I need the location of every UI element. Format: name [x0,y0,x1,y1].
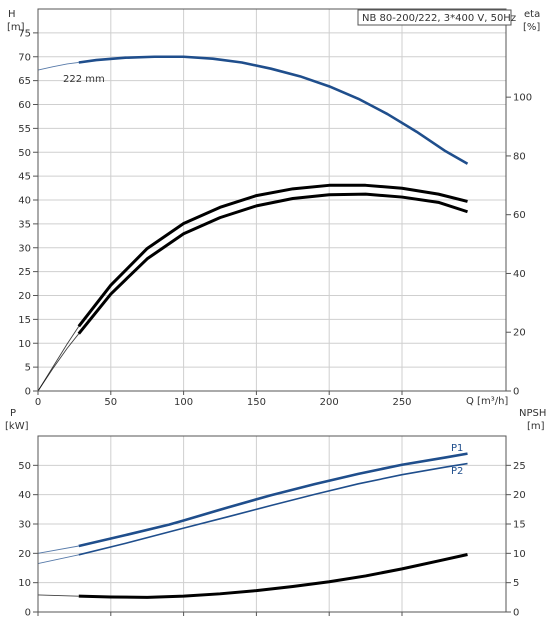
left-tick-label: 75 [18,28,31,39]
bottom-axis-ticks [33,464,511,616]
right-tick-label: 60 [513,210,526,221]
series-extrapolation-line [37,62,79,71]
bottom-series-lines [37,452,468,599]
left-tick-label: 50 [18,461,31,472]
series-extrapolation-line [37,554,79,565]
left-tick-label: 10 [18,578,31,589]
left-tick-label: 35 [18,219,31,230]
x-tick-label: 250 [392,397,411,408]
series-line [78,462,468,556]
npsh-axis-unit: [m] [527,421,545,432]
series-line [78,55,469,165]
impeller-curve-label: 222 mm [63,74,105,85]
bottom-panel: P [kW] NPSH [m] P1 P2 0 10 20 30 40 50 0 5 10 15 2… [5,408,546,619]
left-tick-label: 70 [18,52,31,63]
series-line [78,452,468,548]
right-tick-label: 25 [513,461,526,472]
p1-curve-label: P1 [451,443,463,454]
left-tick-label: 60 [18,100,31,111]
left-tick-label: 25 [18,267,31,278]
title-box [357,9,512,26]
right-tick-label: 15 [513,520,526,531]
series-extrapolation-line [37,594,79,597]
right-tick-label: 0 [513,608,519,619]
top-plot-frame [37,8,507,392]
left-tick-label: 65 [18,76,31,87]
series-extrapolation-line [37,326,80,392]
x-tick-label: 0 [35,397,41,408]
top-axis-ticks [33,32,511,395]
right-tick-label: 10 [513,549,526,560]
p-axis-label: P [10,408,16,419]
eta-axis-label: eta [524,9,540,20]
bottom-gridlines [38,436,506,612]
h-axis-label: H [8,9,16,20]
left-tick-label: 30 [18,243,31,254]
eta-axis-unit: [%] [523,22,540,33]
h-axis-unit: [m] [7,22,25,33]
bottom-tick-labels: 0 10 20 30 40 50 0 5 10 15 20 25 [18,461,525,619]
q-axis-label: Q [m³/h] [466,396,508,407]
series-line [77,192,468,335]
left-tick-label: 40 [18,490,31,501]
top-panel: NB 80-200/222, 3*400 V, 50Hz H [m] eta [… [7,8,540,408]
x-tick-label: 100 [174,397,193,408]
npsh-axis-label: NPSH [519,408,546,419]
left-tick-label: 55 [18,124,31,135]
left-tick-label: 40 [18,196,31,207]
right-tick-label: 40 [513,269,526,280]
p-axis-unit: [kW] [5,421,29,432]
right-tick-label: 20 [513,490,526,501]
right-tick-label: 0 [513,387,519,398]
left-tick-label: 30 [18,520,31,531]
left-tick-label: 10 [18,339,31,350]
left-tick-label: 0 [25,387,31,398]
x-tick-label: 50 [104,397,117,408]
left-tick-label: 20 [18,291,31,302]
left-tick-label: 15 [18,315,31,326]
right-tick-label: 5 [513,578,519,589]
left-tick-label: 20 [18,549,31,560]
chart-title: NB 80-200/222, 3*400 V, 50Hz [362,13,516,24]
left-tick-label: 5 [25,363,31,374]
p2-curve-label: P2 [451,466,463,477]
series-extrapolation-line [37,545,79,554]
top-tick-labels: 0 5 10 15 20 25 30 35 40 45 50 55 60 65 70 75 0 20 40 60 80 1… [18,28,532,408]
left-tick-label: 50 [18,148,31,159]
right-tick-label: 20 [513,328,526,339]
series-line [77,183,468,328]
right-tick-label: 80 [513,151,526,162]
x-tick-label: 150 [247,397,266,408]
x-tick-label: 200 [320,397,339,408]
right-tick-label: 100 [513,93,532,104]
left-tick-label: 0 [25,608,31,619]
bottom-plot-frame [37,435,507,613]
left-tick-label: 45 [18,172,31,183]
top-series-lines [37,55,469,392]
series-line [78,553,468,599]
top-gridlines [38,9,506,391]
series-extrapolation-line [37,333,80,392]
